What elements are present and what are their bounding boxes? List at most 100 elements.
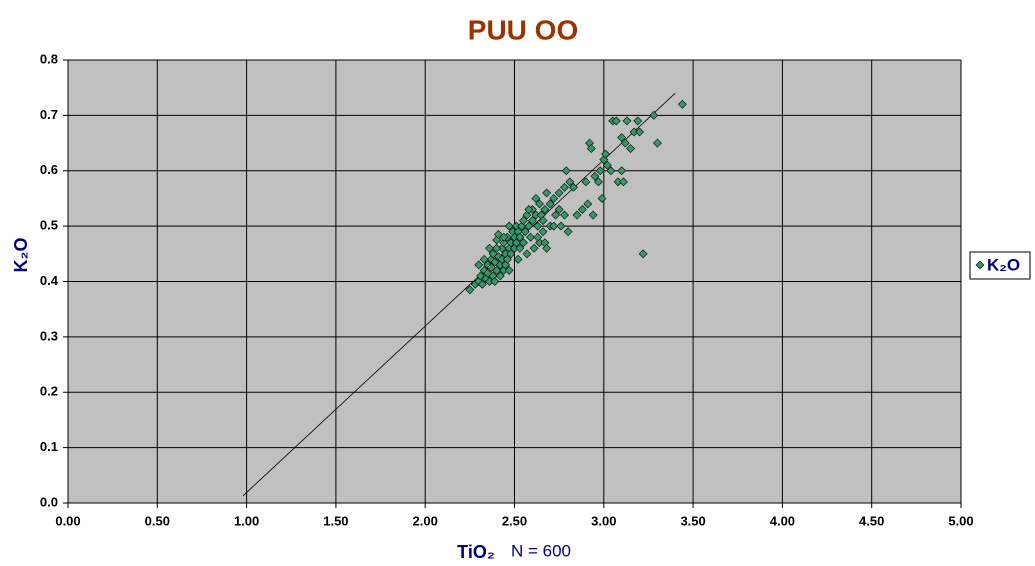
y-tick-label: 0.5 [40,218,58,233]
point [619,177,628,187]
legend-marker [975,260,985,270]
point [529,243,539,253]
point [495,271,505,281]
x-tick-label: 2.00 [413,513,438,528]
point [649,110,659,120]
x-tick-label: 4.50 [859,513,884,528]
point [538,227,548,237]
point [595,166,605,176]
point [533,232,543,242]
point [499,232,509,242]
point [549,194,559,203]
x-tick-label: 1.50 [323,513,348,528]
point [527,216,537,226]
point [474,260,484,270]
x-tick-label: 2.50 [502,513,527,528]
x-axis-note: N = 600 [511,541,571,560]
point [542,243,552,253]
point [561,166,571,176]
y-tick-label: 0.8 [40,51,58,66]
chart-title: PUU OO [468,14,578,45]
point [506,249,516,259]
point [633,116,643,126]
point [602,160,612,170]
point [588,210,598,220]
y-tick-label: 0.0 [40,494,58,509]
point [551,210,561,220]
point [535,199,544,209]
point [488,249,498,259]
point [515,232,525,242]
point [485,243,494,253]
point [499,238,509,248]
y-tick-label: 0.6 [40,162,58,177]
point [492,266,502,275]
y-tick-label: 0.1 [40,439,58,454]
point [483,268,493,278]
point [565,177,575,187]
point [622,116,632,126]
point [611,116,621,126]
point [601,149,611,159]
y-tick-label: 0.7 [40,107,58,122]
point [554,205,564,214]
point [538,216,548,226]
point [620,138,630,148]
point [594,177,603,187]
point [515,243,525,253]
point [617,166,627,176]
x-tick-label: 0.50 [145,513,170,528]
point [581,177,591,187]
point [524,221,534,231]
point [583,199,593,209]
point [504,221,514,231]
point [465,285,475,295]
point [677,99,687,109]
point [590,171,600,181]
point [635,127,644,137]
point [479,254,489,264]
point [526,232,535,242]
point [617,133,627,142]
point [520,227,530,237]
legend-label: K₂O [987,255,1020,274]
point [522,249,532,259]
point [577,205,587,214]
point [586,144,596,154]
point [569,182,578,192]
point [531,194,541,203]
point [542,188,552,198]
point [519,238,528,248]
point [545,199,555,209]
x-tick-label: 4.00 [770,513,795,528]
point [540,205,550,214]
x-tick-label: 3.00 [591,513,616,528]
point [563,227,573,237]
point [519,216,528,226]
point [652,138,662,148]
x-tick-label: 5.00 [948,513,973,528]
point [524,205,534,214]
x-tick-label: 3.50 [680,513,705,528]
point [490,257,500,267]
y-tick-label: 0.4 [40,273,59,288]
point [533,221,543,231]
point [638,249,648,259]
point [492,243,502,253]
x-tick-label: 0.00 [55,513,80,528]
point [554,188,564,198]
point [606,166,616,176]
x-axis-title: TiO₂ [457,542,495,562]
point [626,144,636,154]
y-axis-title: K₂O [11,238,31,273]
point [597,194,607,203]
point [513,254,523,264]
point [490,277,500,286]
point [504,266,514,275]
point [572,210,582,220]
y-tick-label: 0.3 [40,328,58,343]
point [560,210,569,220]
y-tick-label: 0.2 [40,384,58,399]
point [477,279,487,289]
point [502,254,512,264]
